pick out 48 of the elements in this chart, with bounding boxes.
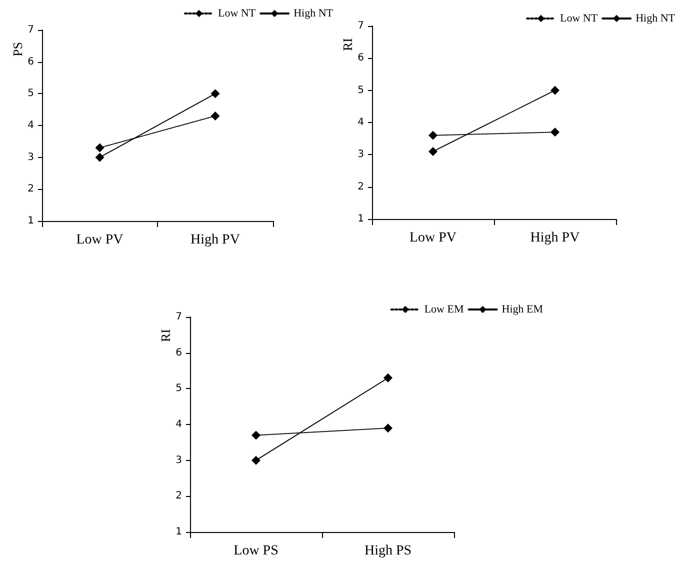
y-tick-label: 5 [28,88,34,100]
x-tick-label: High PV [190,232,240,248]
y-tick-label: 3 [176,454,182,466]
legend-label: High NT [294,8,334,20]
point [384,373,392,382]
point [550,86,560,95]
legend-label: Low NT [218,8,256,20]
y-tick-label: 2 [28,184,34,195]
point [428,146,438,156]
x-tick-label: Low PV [409,230,457,246]
y-tick-label: 5 [176,383,182,394]
y-axis-title: PS [10,42,25,56]
y-tick-label: 7 [176,312,182,322]
y-tick-label: 2 [176,490,182,502]
y-tick-label: 2 [358,181,364,192]
y-tick-label: 6 [176,347,182,358]
point [95,152,104,162]
legend-label: Low EM [424,304,464,316]
point [428,130,438,140]
x-tick-label: Low PS [234,544,278,558]
legend-label: High EM [502,304,544,316]
legend-label: Low NT [560,12,598,24]
point [384,424,392,433]
point [550,128,560,137]
x-tick-label: High PV [530,230,580,246]
y-axis-title: RI [340,38,355,51]
y-tick-label: 3 [358,149,364,160]
y-tick-label: 6 [358,52,364,64]
legend-label: High NT [636,12,676,24]
point [210,111,220,120]
point [252,456,260,465]
x-tick-label: Low PV [76,232,124,248]
y-tick-label: 7 [358,20,364,32]
y-tick-label: 1 [28,216,34,226]
y-tick-label: 4 [28,120,34,131]
y-tick-label: 6 [28,56,34,68]
y-tick-label: 4 [176,419,182,430]
y-tick-label: 5 [358,84,364,96]
y-tick-label: 4 [358,117,364,128]
y-tick-label: 7 [28,24,34,36]
y-tick-label: 1 [358,214,364,224]
point [252,430,260,440]
y-tick-label: 3 [28,152,34,163]
point [210,89,220,98]
y-tick-label: 1 [176,526,182,538]
y-axis-title: RI [158,329,173,342]
x-tick-label: High PS [364,544,412,558]
point [95,143,104,152]
